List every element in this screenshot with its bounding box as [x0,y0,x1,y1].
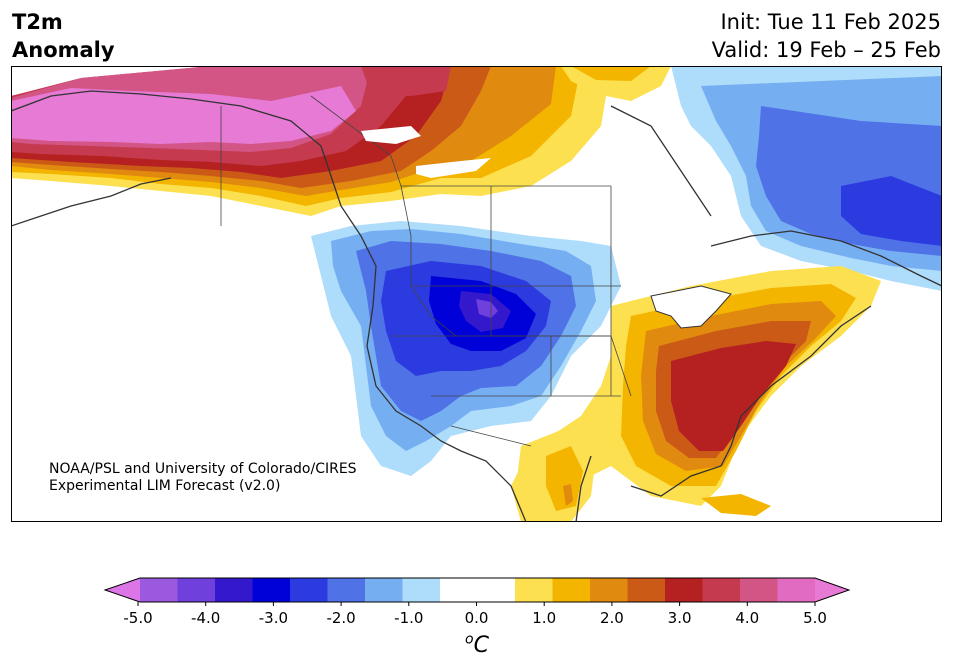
state-borders [220,95,632,447]
colorbar-swatch [665,578,703,602]
colorbar-tick-label: -4.0 [191,609,220,627]
credit-text: NOAA/PSL and University of Colorado/CIRE… [49,461,357,495]
map-title: T2m Anomaly [12,8,115,64]
west-us-cold-center [476,299,498,318]
colorbar-swatch [515,578,553,602]
colorbar-outline [103,577,851,603]
colorbar-tick-label: 2.0 [600,609,624,627]
mexico-warm-orange [563,484,573,506]
forecast-dates: Init: Tue 11 Feb 2025 Valid: 19 Feb – 25… [712,8,941,64]
colorbar-swatch [552,578,591,602]
colorbar-ticks: -5.0 -4.0 -3.0 -2.0 -1.0 0.0 1.0 2.0 3.0 4.0 5.0 [123,602,827,627]
colorbar-tick-label: -5.0 [123,609,152,627]
greenland-warm-gold [571,66,651,81]
se-us-warm-red [671,341,796,451]
colorbar-swatch [327,578,366,602]
colorbar-swatch [215,578,253,602]
title-line-2: Anomaly [12,38,115,62]
credit-line-1: NOAA/PSL and University of Colorado/CIRE… [49,461,357,477]
hudson-bay-white-1 [361,126,421,144]
ne-canada-cold-deep [841,176,942,246]
colorbar-max-extend [815,578,849,602]
colorbar-tick-label: 4.0 [735,609,759,627]
colorbar-tick-label: 5.0 [803,609,827,627]
colorbar-swatch [702,578,741,602]
colorbar-swatch [740,578,778,602]
great-lakes [650,285,732,329]
alaska-warm-core-magenta [11,86,356,144]
coastlines [11,90,942,522]
colorbar-swatch [402,578,441,602]
colorbar-swatch [440,578,478,602]
colorbar-tick-label: -2.0 [326,609,355,627]
valid-date: Valid: 19 Feb – 25 Feb [711,38,941,62]
colorbar-swatch [290,578,328,602]
colorbar-tick-label: 1.0 [532,609,556,627]
anomaly-map [11,66,942,522]
colorbar-swatch [252,578,291,602]
colorbar-tick-label: 3.0 [668,609,692,627]
credit-line-2: Experimental LIM Forecast (v2.0) [49,478,281,494]
mexico-warm-gold [546,446,583,511]
colorbar-swatches [103,577,851,603]
northern-red-patch [361,66,451,96]
colorbar-swatch [365,578,403,602]
units-label: oC [465,632,489,659]
colorbar-swatch [140,578,178,602]
colorbar-tick-label: -3.0 [259,609,288,627]
colorbar-swatch [177,578,216,602]
hudson-bay-white-2 [416,158,491,178]
colorbar-swatch [590,578,628,602]
init-date: Init: Tue 11 Feb 2025 [720,10,941,34]
colorbar: -5.0 -4.0 -3.0 -2.0 -1.0 0.0 1.0 2.0 3.0 4.0 5.0 [103,577,851,627]
colorbar-tick-label: 0.0 [465,609,489,627]
title-line-1: T2m [12,10,63,34]
colorbar-swatch [477,578,516,602]
colorbar-swatch [627,578,666,602]
colorbar-min-extend [105,578,140,602]
colorbar-swatch [777,578,816,602]
cuba-warm [701,494,771,516]
colorbar-units: oC [0,632,954,658]
colorbar-tick-label: -1.0 [394,609,423,627]
